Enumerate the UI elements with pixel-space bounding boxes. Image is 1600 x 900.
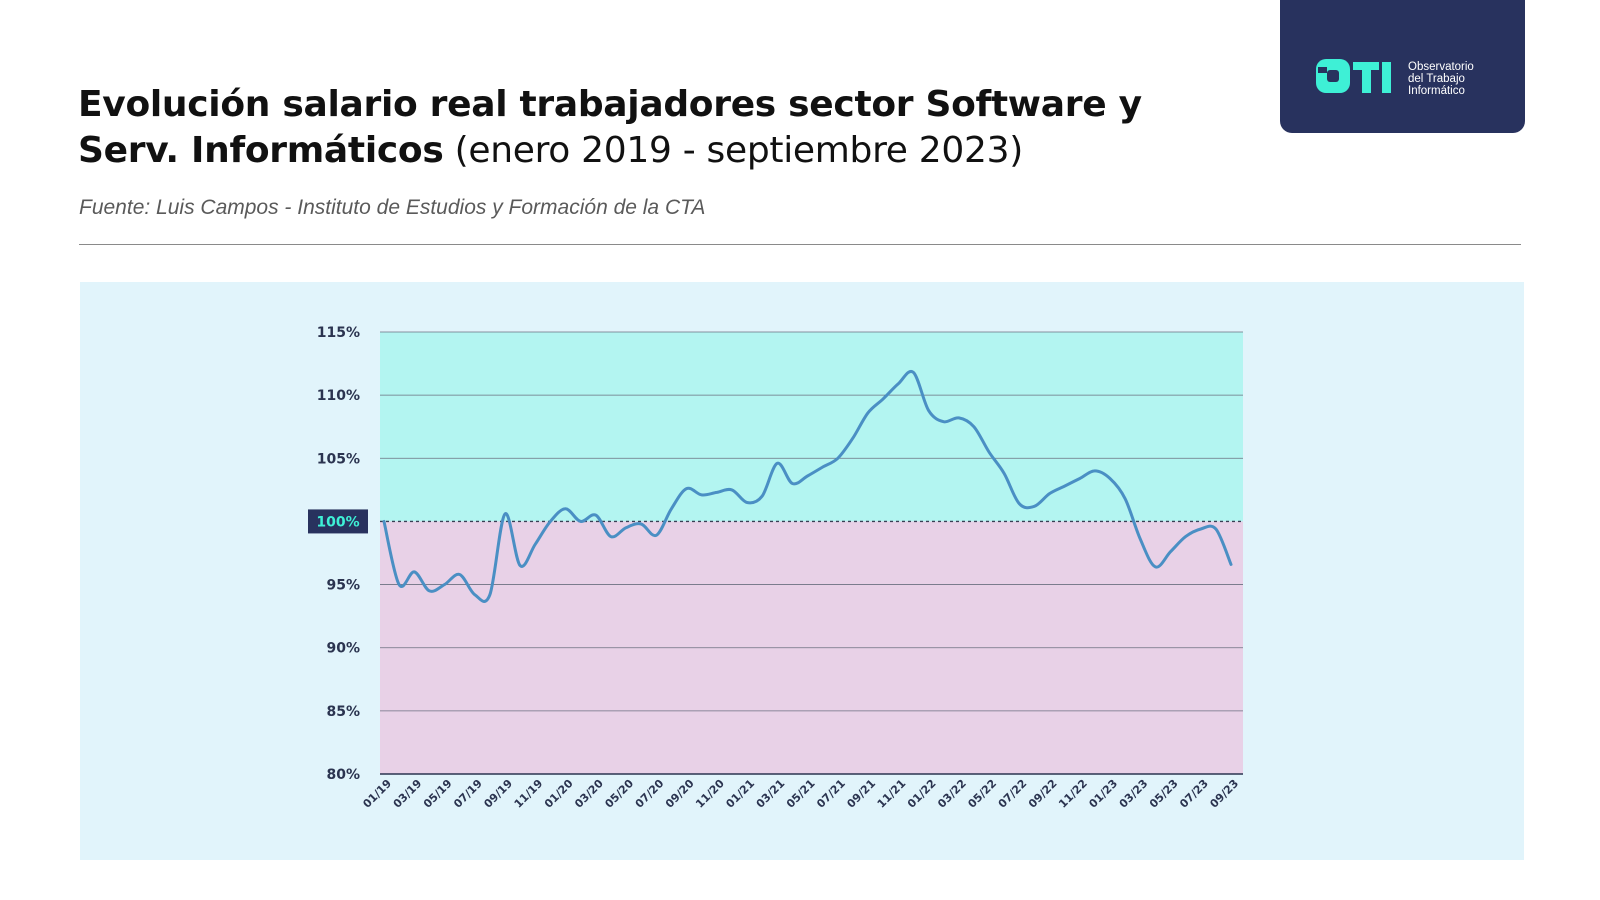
x-tick-label: 11/19 — [512, 777, 546, 811]
title-main: Evolución salario real trabajadores sect… — [78, 84, 1142, 171]
x-tick-label: 05/19 — [421, 777, 455, 811]
source-note: Fuente: Luis Campos - Instituto de Estud… — [79, 196, 706, 219]
x-tick-label: 11/21 — [875, 777, 909, 811]
x-tick-label: 05/20 — [602, 777, 636, 811]
x-tick-label: 07/19 — [451, 777, 485, 811]
header-divider — [79, 244, 1521, 245]
x-tick-label: 07/22 — [996, 777, 1030, 811]
series-group — [382, 369, 1233, 603]
y-tick-label: 100% — [316, 514, 359, 530]
y-tick-label: 85% — [326, 704, 360, 720]
logo-text: Observatorio del Trabajo Informático — [1408, 61, 1474, 97]
x-tick-label: 11/20 — [693, 777, 727, 811]
logo-line-1: Observatorio — [1408, 61, 1474, 73]
x-tick-label: 09/21 — [844, 777, 878, 811]
x-axis: 01/1903/1905/1907/1909/1911/1901/2003/20… — [360, 773, 1243, 811]
y-tick-label: 110% — [317, 388, 360, 404]
x-tick-label: 01/21 — [723, 777, 757, 811]
x-tick-label: 01/23 — [1086, 777, 1120, 811]
x-tick-label: 07/20 — [633, 777, 667, 811]
x-tick-label: 09/19 — [481, 777, 515, 811]
x-tick-label: 03/20 — [572, 777, 606, 811]
x-tick-label: 03/22 — [935, 777, 969, 811]
oti-logo-icon — [1316, 59, 1391, 93]
x-tick-label: 05/21 — [784, 777, 818, 811]
x-tick-label: 01/19 — [360, 777, 394, 811]
logo-line-3: Informático — [1408, 85, 1465, 97]
chart-panel: 80% 85% 90% 95% 100% 105% 110% 115% 01/19 03/19 0… — [80, 282, 1524, 860]
title-period: (enero 2019 - septiembre 2023) — [454, 130, 1024, 171]
y-tick-label: 115% — [317, 325, 360, 341]
x-tick-label: 11/22 — [1056, 777, 1090, 811]
x-tick-label: 05/22 — [965, 777, 999, 811]
y-axis: 80% 85% 90% 95% 100% 105% 110% 115% — [308, 325, 368, 783]
x-tick-label: 05/23 — [1147, 777, 1181, 811]
x-tick-label: 09/22 — [1026, 777, 1060, 811]
x-tick-label: 01/20 — [542, 777, 576, 811]
baseline-label: 100% — [308, 509, 368, 534]
x-tick-label: 01/22 — [905, 777, 939, 811]
y-tick-label: 105% — [317, 451, 360, 467]
x-tick-label: 03/19 — [391, 777, 425, 811]
x-tick-label: 09/23 — [1207, 777, 1241, 811]
logo-line-2: del Trabajo — [1408, 73, 1465, 85]
x-tick-label: 09/20 — [663, 777, 697, 811]
logo-panel: Observatorio del Trabajo Informático — [1280, 0, 1525, 133]
x-tick-label: 07/23 — [1177, 777, 1211, 811]
salary-line-chart: 80%85%90%95%100%105%110%115% 01/1903/190… — [308, 325, 1243, 811]
background-bands — [380, 332, 1243, 774]
baseline-label-bg — [308, 509, 368, 534]
y-tick-label: 80% — [326, 767, 360, 783]
x-tick-label: 03/23 — [1117, 777, 1151, 811]
y-tick-label: 95% — [326, 578, 360, 594]
page-title: Evolución salario real trabajadores sect… — [78, 82, 1228, 174]
x-tick-label: 03/21 — [754, 777, 788, 811]
y-tick-label: 90% — [326, 641, 360, 657]
x-tick-label: 07/21 — [814, 777, 848, 811]
band-above-baseline — [380, 332, 1243, 522]
